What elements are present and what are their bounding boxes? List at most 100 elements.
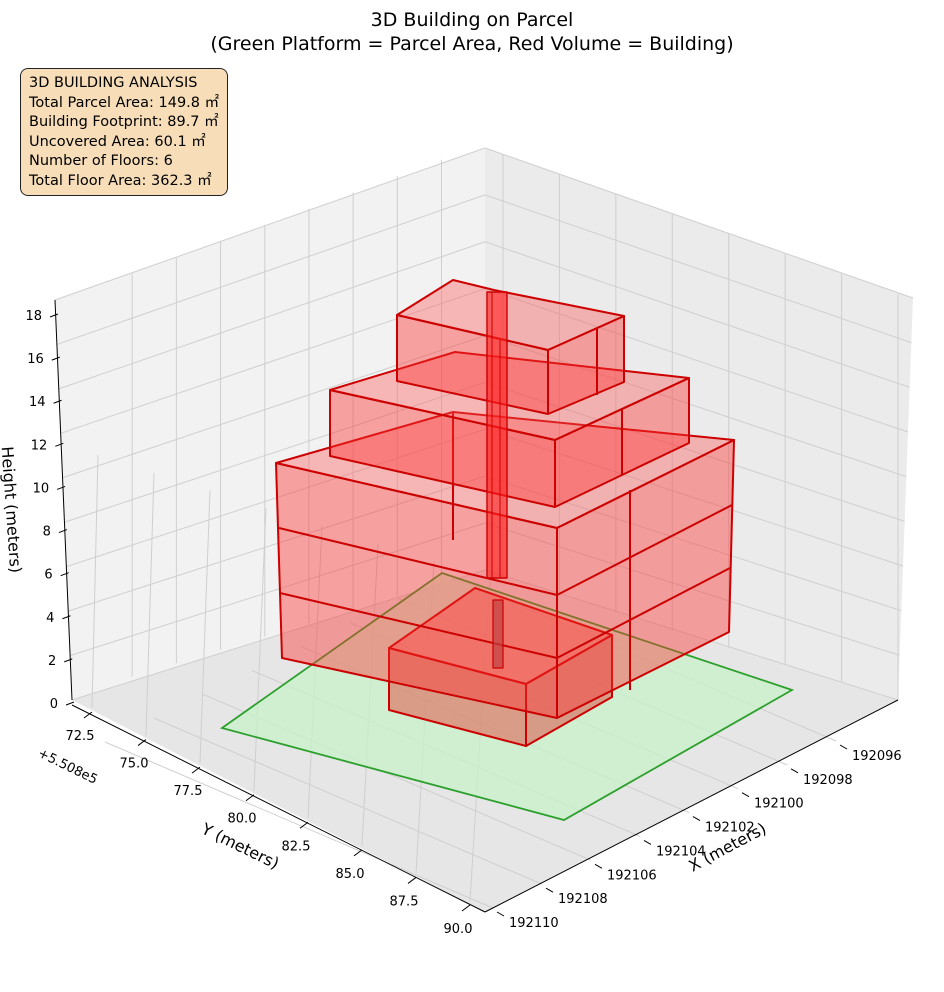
x-tick [790,768,799,774]
x-tick [496,911,505,917]
y-tick-label: 85.0 [336,867,365,882]
info-uncovered: Uncovered Area: 60.1 ㎡ [29,133,206,150]
z-tick-label: 0 [50,697,58,712]
y-tick [191,766,201,774]
y-gridline-floor [253,508,267,791]
z-tick [65,701,75,706]
mid-floor-line-1 [278,527,558,596]
z-tick-label: 10 [33,481,50,496]
z-tick-label: 8 [43,525,51,540]
chart-title-line2: (Green Platform = Parcel Area, Red Volum… [210,33,733,55]
x-tick-label: 192098 [803,773,853,788]
x-tick [594,863,603,869]
z-gridline-right [484,335,907,478]
x-tick [643,839,652,845]
y-tick-label: 80.0 [228,812,257,827]
pane-right [485,148,913,700]
building-volume [275,279,735,747]
x-tick-label: 192104 [656,844,706,859]
y-tick [137,739,147,746]
y-tick-label: 77.5 [174,784,203,799]
z-tick-label: 12 [31,438,48,453]
chart-title-line1: 3D Building on Parcel [371,9,574,31]
x-tick [839,744,848,750]
z-gridline-right [484,194,912,344]
z-tick [62,615,71,620]
y-tick [461,904,471,912]
y-tick-label: 82.5 [282,839,311,854]
x-gridline-floor [153,717,543,885]
z-tick-label: 14 [29,395,46,410]
z-gridline-right [484,569,899,701]
mid-floor-line-4 [556,567,731,659]
z-tick [55,442,64,447]
y-gridline-floor [91,454,99,709]
z-gridline-left [66,428,486,568]
z-tick-label: 16 [27,352,44,367]
z-tick [64,658,73,663]
z-gridline-right [484,522,900,656]
z-tick [60,572,69,577]
y-gridline-floor [145,472,155,736]
z-tick-label: 6 [44,568,52,583]
axis-ticks: 0 2 4 6 8 10 12 14 16 18 72.5 75.0 77.5 80.0 82.5 85.0 8… [25,309,901,937]
z-tick [51,356,60,361]
y-tick [83,711,93,719]
z-tick-label: 4 [46,611,54,626]
info-footprint: Building Footprint: 89.7 ㎡ [29,114,219,130]
z-axis-label: Height (meters) [0,446,25,574]
mid-floor-line-3 [279,592,558,659]
upper-block-top [329,351,690,441]
z-tick [58,529,68,534]
y-axis-label: Y (meters) [198,819,283,873]
z-gridline-left [64,381,486,523]
z-tick-label: 2 [48,654,56,669]
z-gridline-right [484,381,905,522]
y-tick [299,821,309,829]
z-gridline-left [56,194,486,345]
z-gridline-left [58,241,486,390]
x-tick [545,887,554,893]
z-gridline-right [484,288,909,433]
info-floors: Number of Floors: 6 [29,153,173,169]
x-tick-label: 192102 [705,821,755,836]
x-tick-label: 192108 [558,892,608,907]
x-tick-label: 192110 [509,916,559,931]
x-tick [692,816,701,822]
y-gridline-floor [199,490,211,764]
x-gridline-floor [104,741,494,909]
y-tick [407,877,417,884]
y-tick-label: 75.0 [120,757,149,772]
info-parcel-area: Total Parcel Area: 149.8 ㎡ [29,94,220,111]
x-tick-label: 192096 [852,749,902,764]
z-gridline-right [484,241,910,388]
y-tick [245,794,255,802]
z-gridline-left [60,288,486,434]
z-gridline-left [68,475,486,612]
z-gridline-left [62,335,486,479]
info-floor-area: Total Floor Area: 362.3 ㎡ [29,172,212,189]
y-tick-label: 90.0 [444,922,473,937]
mid-floor-line-2 [556,504,733,596]
x-axis-line [484,699,899,913]
x-tick-label: 192100 [754,797,804,812]
z-tick [53,399,62,404]
ground-block-right [525,634,613,747]
z-axis-line [54,299,73,701]
info-title: 3D BUILDING ANALYSIS [29,75,198,91]
analysis-info-box: 3D BUILDING ANALYSIS Total Parcel Area: … [20,68,229,196]
core-base [492,599,504,669]
y-tick-label: 72.5 [66,729,95,744]
z-gridline-right [484,147,914,299]
top-block-top [396,279,625,351]
z-tick [56,485,66,490]
axis-lines [54,299,899,913]
z-gridline-left [69,522,486,657]
z-tick-label: 18 [25,309,42,324]
core-column [486,291,508,579]
y-tick-label: 87.5 [390,894,419,909]
z-gridline-left [54,147,486,301]
x-tick [741,792,750,798]
y-axis-line [71,704,486,913]
